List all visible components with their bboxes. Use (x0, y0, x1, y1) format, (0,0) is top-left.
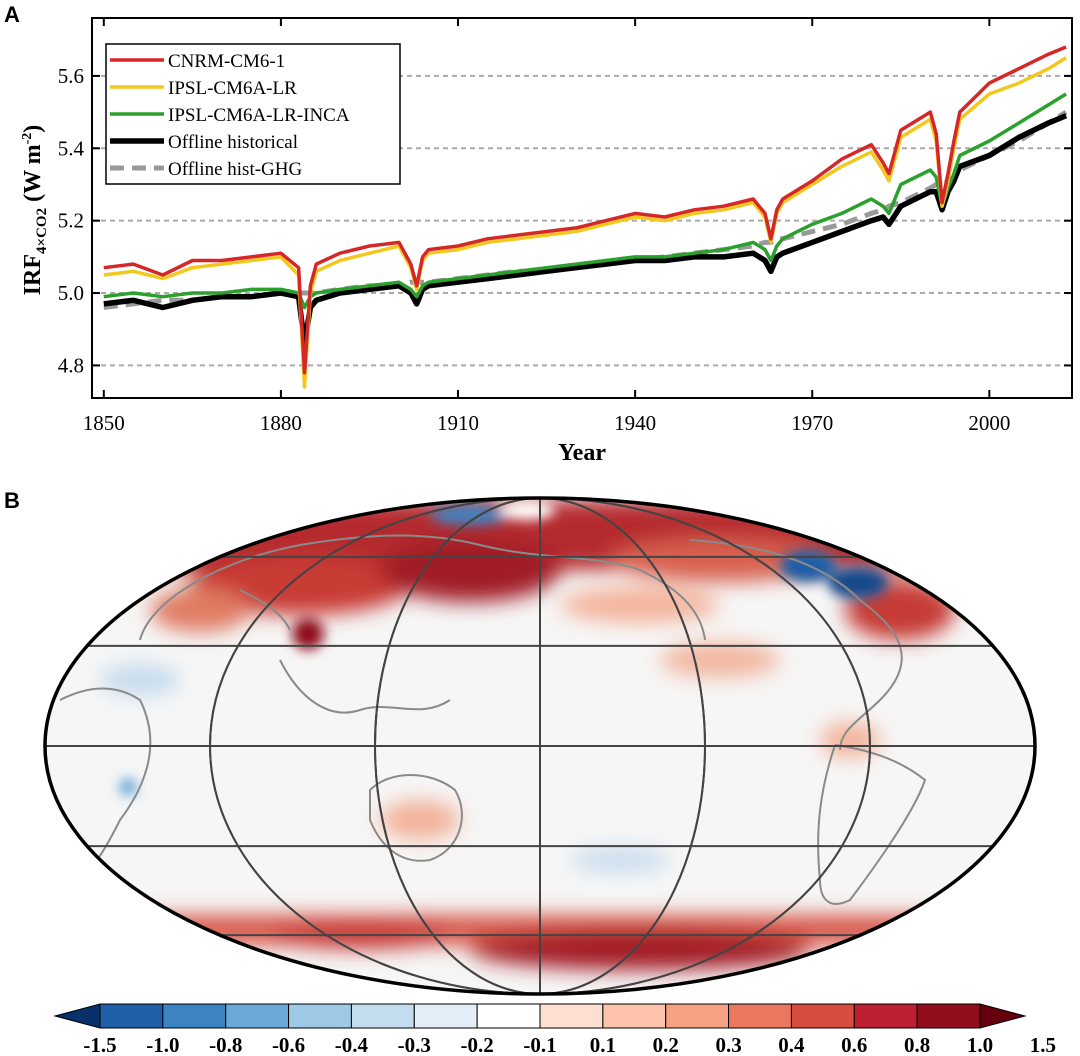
colorbar-labels: -1.5 -1.0 -0.8 -0.6 -0.4 -0.3 -0.2 -0.1 0.1 0.2 0.… (83, 1033, 1056, 1056)
y-tick-label-5.2: 5.2 (58, 209, 84, 233)
coastline-south-america (817, 744, 927, 905)
colorbar-label-1: -1.0 (146, 1033, 179, 1056)
field-siberia-patch (380, 538, 560, 602)
legend-label-3: Offline historical (168, 132, 298, 153)
colorbar-box-7 (539, 1003, 604, 1029)
field-pacific-patch (560, 587, 720, 623)
field-baffin-blue-patch (828, 567, 888, 599)
x-tick-label-1970: 1970 (791, 411, 833, 435)
colorbar-label-6: -0.2 (461, 1033, 494, 1056)
colorbar-box-1 (162, 1003, 227, 1029)
colorbar-box-0 (99, 1003, 164, 1029)
field-africa-blue (100, 664, 180, 696)
x-axis-title: Year (558, 440, 606, 466)
colorbar-label-9: 0.2 (653, 1033, 679, 1056)
legend-label-2: IPSL-CM6A-LR-INCA (168, 105, 350, 126)
legend-label-0: CNRM-CM6-1 (168, 51, 285, 72)
field-na-patch (660, 642, 780, 678)
colorbar-box-13 (916, 1003, 981, 1029)
colorbar-label-14: 1.0 (967, 1033, 993, 1056)
colorbar-label-0: -1.5 (83, 1033, 116, 1056)
colorbar-box-8 (602, 1003, 667, 1029)
colorbar-box-2 (225, 1003, 290, 1029)
x-tick-label-1910: 1910 (437, 411, 479, 435)
x-tick-label-1850: 1850 (83, 411, 125, 435)
panel-b-letter: B (4, 488, 20, 513)
coastline-eurasia (139, 534, 706, 641)
field-tibet-patch (292, 618, 324, 650)
panel-a-y-ticks: 4.8 5.0 5.2 5.4 5.6 (58, 64, 1072, 377)
y-axis-title-unit: (W m (20, 144, 46, 208)
y-axis-title-unit-sup: -2 (20, 133, 35, 145)
colorbar-label-13: 0.8 (904, 1033, 930, 1056)
colorbar-label-2: -0.8 (209, 1033, 242, 1056)
y-axis-title-sub: 4×CO2 (34, 208, 50, 254)
colorbar-label-4: -0.4 (335, 1033, 369, 1056)
colorbar-label-10: 0.3 (715, 1033, 741, 1056)
field-europe-patch (190, 555, 410, 615)
field-south-pacific-blue (570, 848, 670, 872)
coastline-europe (239, 589, 291, 631)
meridian-120 (209, 498, 871, 994)
panel-a-frame (91, 17, 1073, 399)
colorbar-label-3: -0.6 (272, 1033, 305, 1056)
x-tick-label-2000: 2000 (968, 411, 1010, 435)
legend: CNRM-CM6-1 IPSL-CM6A-LR IPSL-CM6A-LR-INCA O… (105, 43, 401, 185)
colorbar-box-9 (665, 1003, 730, 1029)
y-axis-title-unit-end: ) (20, 125, 46, 133)
panel-a-letter: A (4, 2, 20, 27)
colorbar-box-5 (413, 1003, 478, 1029)
series-line-2 (103, 92, 1068, 310)
x-tick-label-1880: 1880 (260, 411, 302, 435)
field-madagascar-blue (119, 778, 137, 796)
series-line-0 (103, 45, 1067, 375)
map (43, 496, 1037, 996)
colorbar-label-11: 0.4 (778, 1033, 805, 1056)
y-tick-label-5.0: 5.0 (58, 281, 84, 305)
field-atlantic-patch (150, 588, 250, 632)
colorbar (53, 1003, 1027, 1029)
colorbar-box-10 (728, 1003, 792, 1029)
field-south-america-patch (820, 722, 880, 758)
y-tick-label-5.4: 5.4 (58, 136, 85, 160)
coastline-south-asia (279, 659, 451, 714)
legend-label-1: IPSL-CM6A-LR (168, 78, 297, 99)
colorbar-box-12 (853, 1003, 918, 1029)
y-tick-label-4.8: 4.8 (58, 353, 84, 377)
panel-a-x-ticks: 1850 1880 1910 1940 1970 2000 (83, 18, 1010, 435)
colorbar-label-12: 0.6 (841, 1033, 867, 1056)
field-antarctic-patch (470, 930, 810, 970)
colorbar-end-high (979, 1003, 1027, 1029)
colorbar-box-4 (350, 1003, 415, 1029)
y-axis-title: IRF4×CO2 (W m-2) (20, 125, 50, 296)
y-tick-label-5.6: 5.6 (58, 64, 84, 88)
legend-label-4: Offline hist-GHG (168, 159, 302, 180)
y-axis-title-main: IRF (20, 254, 46, 295)
coastline-north-america (689, 539, 903, 751)
meridian-60 (374, 498, 706, 994)
colorbar-label-15: 1.5 (1030, 1033, 1056, 1056)
map-outline (43, 496, 1037, 996)
colorbar-label-8: 0.1 (590, 1033, 616, 1056)
colorbar-box-11 (790, 1003, 855, 1029)
panel-a-series (103, 45, 1068, 389)
field-australia-patch (380, 800, 460, 840)
colorbar-end-low (53, 1003, 101, 1029)
colorbar-box-3 (288, 1003, 352, 1029)
colorbar-label-5: -0.3 (398, 1033, 431, 1056)
colorbar-box-6 (476, 1003, 541, 1029)
colorbar-label-7: -0.1 (523, 1033, 556, 1056)
x-tick-label-1940: 1940 (614, 411, 656, 435)
